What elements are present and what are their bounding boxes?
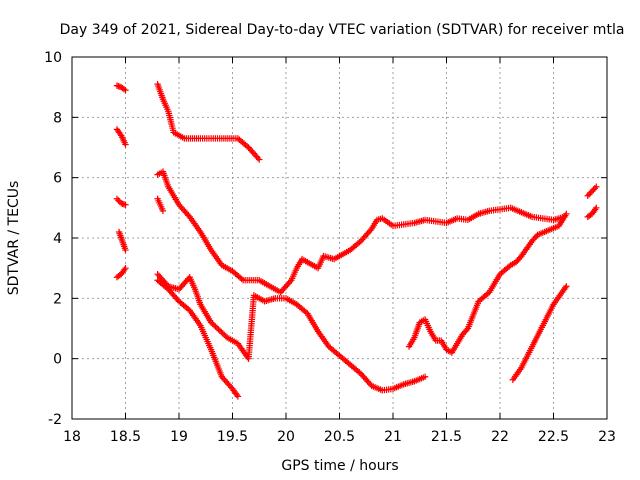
data-point-marker	[563, 210, 570, 218]
x-axis-label: GPS time / hours	[281, 458, 398, 474]
series-arc-l	[509, 283, 570, 383]
y-tick-labels: -2 0 2 4 6 8 10	[44, 50, 62, 428]
data-point-marker	[121, 266, 128, 273]
data-point-marker	[421, 373, 429, 380]
data-point-marker	[505, 263, 513, 270]
data-markers	[113, 80, 600, 400]
grid-lines	[72, 57, 607, 419]
x-tick-label: 19	[170, 429, 188, 445]
data-point-marker	[256, 156, 263, 163]
data-point-marker	[115, 197, 122, 204]
y-tick-label: 8	[53, 110, 62, 126]
x-tick-label: 22.5	[538, 429, 569, 445]
y-tick-label: 0	[53, 352, 62, 368]
x-tick-label: 18.5	[110, 429, 141, 445]
data-point-marker	[218, 328, 225, 336]
data-point-marker	[593, 204, 600, 212]
data-point-marker	[213, 324, 221, 332]
series-arc-a	[113, 82, 129, 94]
data-point-marker	[588, 188, 596, 195]
data-point-marker	[234, 393, 242, 400]
data-point-marker	[243, 143, 251, 150]
data-point-marker	[116, 130, 124, 138]
data-point-marker	[210, 322, 218, 329]
data-point-marker	[233, 391, 240, 399]
data-point-marker	[122, 246, 129, 254]
data-point-marker	[587, 189, 594, 196]
data-point-marker	[286, 278, 294, 285]
series-arc-m	[584, 183, 600, 199]
data-point-marker	[562, 284, 569, 291]
series-arc-n	[584, 204, 600, 221]
x-tick-label: 23	[598, 429, 616, 445]
data-point-marker	[209, 320, 216, 328]
data-point-marker	[113, 195, 121, 202]
data-point-marker	[122, 141, 129, 148]
y-tick-label: 4	[53, 231, 62, 247]
x-tick-label: 19.5	[217, 429, 248, 445]
y-tick-label: -2	[48, 412, 62, 428]
axis-ticks	[71, 56, 608, 420]
series-arc-j	[154, 277, 242, 400]
data-point-marker	[122, 264, 129, 272]
series-arc-b	[113, 126, 129, 148]
y-tick-label: 2	[53, 291, 62, 307]
data-point-marker	[254, 154, 262, 162]
data-point-marker	[221, 331, 228, 339]
x-tick-label: 18	[63, 429, 81, 445]
data-point-marker	[222, 332, 229, 340]
x-tick-label: 22	[491, 429, 509, 445]
series-arc-g	[154, 168, 568, 296]
series-arc-k	[405, 210, 570, 356]
data-point-marker	[212, 323, 219, 330]
data-point-marker	[591, 185, 599, 192]
x-tick-label: 20	[277, 429, 295, 445]
series-arc-e	[113, 264, 129, 281]
data-point-marker	[122, 86, 129, 94]
series-arc-f	[154, 80, 263, 163]
data-point-marker	[122, 201, 129, 209]
series-arc-h	[154, 195, 167, 215]
series-arc-i	[154, 271, 429, 394]
data-point-marker	[219, 330, 226, 337]
data-point-marker	[367, 227, 374, 234]
data-point-marker	[592, 206, 599, 213]
chart-title: Day 349 of 2021, Sidereal Day-to-day VTE…	[60, 22, 625, 38]
series-arc-d	[115, 228, 129, 254]
data-point-marker	[215, 326, 222, 333]
data-point-marker	[163, 284, 170, 292]
data-point-marker	[159, 207, 167, 215]
data-point-marker	[590, 186, 597, 193]
x-tick-label: 21.5	[431, 429, 462, 445]
x-tick-label: 21	[384, 429, 402, 445]
x-tick-label: 20.5	[324, 429, 355, 445]
data-point-marker	[207, 319, 215, 326]
y-axis-label: SDTVAR / TECUs	[6, 181, 22, 296]
y-tick-label: 10	[44, 50, 62, 66]
data-point-marker	[356, 369, 363, 376]
data-point-marker	[174, 296, 181, 304]
data-point-marker	[593, 183, 600, 190]
data-point-marker	[120, 85, 128, 93]
data-point-marker	[238, 275, 245, 283]
data-point-marker	[563, 283, 570, 290]
y-tick-label: 6	[53, 171, 62, 187]
data-point-marker	[356, 239, 363, 246]
x-tick-labels: 18 18.5 19 19.5 20 20.5 21 21.5 22 22.5 23	[63, 429, 616, 445]
data-point-marker	[463, 326, 470, 334]
series-arc-c	[113, 195, 129, 209]
data-point-marker	[584, 192, 591, 199]
data-point-marker	[216, 327, 224, 334]
data-point-marker	[585, 191, 593, 198]
